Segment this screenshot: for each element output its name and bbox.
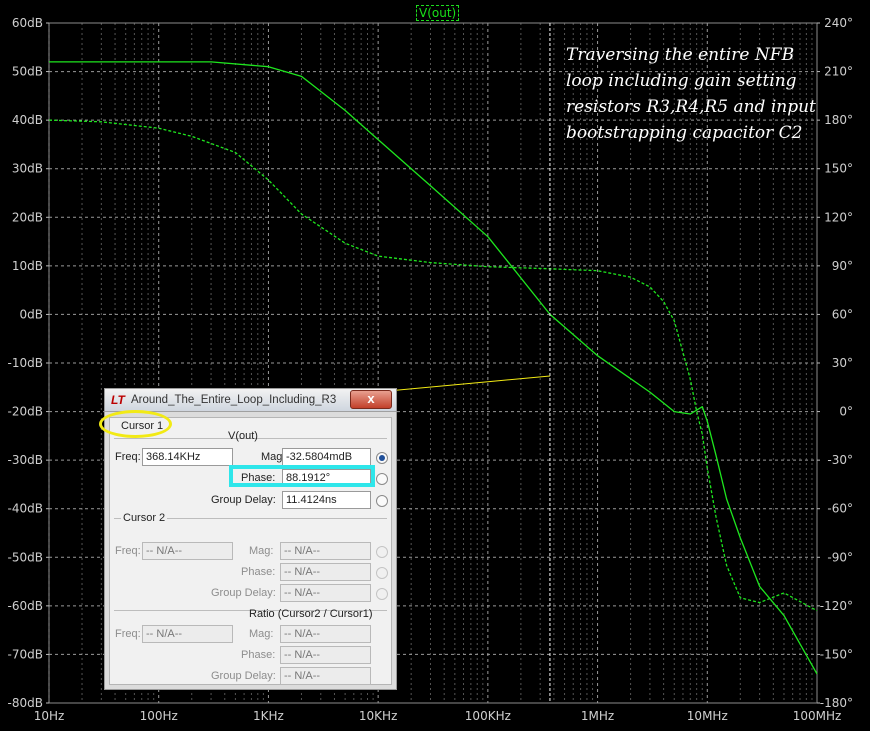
y-right-tick-label: 60° xyxy=(832,307,853,321)
dialog-title: Around_The_Entire_Loop_Including_R3 xyxy=(131,394,337,406)
cursor2-mag-field[interactable]: -- N/A-- xyxy=(280,542,371,560)
y-left-tick-label: -60dB xyxy=(8,599,43,613)
cursor2-mag-radio[interactable] xyxy=(376,546,388,558)
y-left-tick-label: -10dB xyxy=(8,356,43,370)
y-right-tick-label: -150° xyxy=(820,647,853,661)
ratio-freq-field[interactable]: -- N/A-- xyxy=(142,625,233,643)
y-right-tick-label: 90° xyxy=(832,259,853,273)
y-left-tick-label: -40dB xyxy=(8,502,43,516)
lt-logo-icon: LT xyxy=(111,393,125,407)
cursor1-mag-label: Mag: xyxy=(261,451,286,463)
y-left-tick-label: 30dB xyxy=(12,162,43,176)
y-left-tick-label: 10dB xyxy=(12,259,43,273)
cursor2-group-delay-label: Group Delay: xyxy=(211,587,276,599)
cursor2-phase-label: Phase: xyxy=(241,566,276,578)
cursor1-mag-radio[interactable] xyxy=(376,452,388,464)
ratio-freq-label: Freq: xyxy=(115,628,141,640)
annotation-text: Traversing the entire NFB loop including… xyxy=(566,42,856,146)
y-left-tick-label: -20dB xyxy=(8,405,43,419)
annotation-line: Traversing the entire NFB xyxy=(566,45,795,65)
x-tick-label: 10Hz xyxy=(34,709,65,723)
x-tick-label: 100Hz xyxy=(140,709,178,723)
y-right-tick-label: -180° xyxy=(820,696,853,710)
ratio-group-label: Ratio (Cursor2 / Cursor1) xyxy=(249,608,373,620)
y-right-tick-label: 150° xyxy=(824,162,853,176)
grid xyxy=(48,23,817,703)
cursor1-freq-label: Freq: xyxy=(115,451,141,463)
group-divider xyxy=(114,610,387,611)
group-divider xyxy=(114,518,387,519)
cursor1-group-delay-field[interactable]: 11.4124ns xyxy=(282,491,371,509)
cursor2-mag-label: Mag: xyxy=(249,545,274,557)
cursor2-freq-label: Freq: xyxy=(115,545,141,557)
ratio-mag-field[interactable]: -- N/A-- xyxy=(280,625,371,643)
x-tick-label: 10KHz xyxy=(359,709,397,723)
cursor1-phase-radio[interactable] xyxy=(376,473,388,485)
y-right-tick-label: 120° xyxy=(824,210,853,224)
phase-trace xyxy=(48,119,818,612)
cursor1-trace-label: V(out) xyxy=(228,430,258,442)
magnitude-trace xyxy=(49,61,818,675)
cursor2-phase-radio[interactable] xyxy=(376,567,388,579)
annotation-line: loop including gain setting xyxy=(566,71,797,91)
y-right-tick-label: -60° xyxy=(827,502,853,516)
ratio-mag-label: Mag: xyxy=(249,628,274,640)
axis-ticks: 60dB 50dB 40dB 30dB 20dB 10dB 0dB -10dB -20dB -30… xyxy=(8,16,853,723)
ratio-group-delay-field[interactable]: -- N/A-- xyxy=(280,667,371,685)
y-right-tick-label: -30° xyxy=(827,453,853,467)
x-tick-label: 100KHz xyxy=(465,709,511,723)
trace-title[interactable]: V(out) xyxy=(416,5,460,21)
traces xyxy=(48,61,818,675)
cursor1-freq-field[interactable]: 368.14KHz xyxy=(142,448,233,466)
cursor-dialog[interactable]: LT Around_The_Entire_Loop_Including_R3 x… xyxy=(104,388,397,690)
cursor1-group-delay-radio[interactable] xyxy=(376,495,388,507)
ratio-group-delay-label: Group Delay: xyxy=(211,670,276,682)
dialog-body: Cursor 1 V(out) Freq: 368.14KHz Mag: -32… xyxy=(109,417,392,685)
cursor1-phase-label: Phase: xyxy=(241,472,276,484)
y-right-tick-label: -120° xyxy=(820,599,853,613)
cursor2-group-label: Cursor 2 xyxy=(121,512,168,524)
y-left-tick-label: -80dB xyxy=(8,696,43,710)
y-left-tick-label: 60dB xyxy=(12,16,43,30)
y-right-tick-label: 0° xyxy=(839,405,853,419)
x-tick-label: 100MHz xyxy=(793,709,842,723)
y-left-tick-label: -50dB xyxy=(8,550,43,564)
x-tick-label: 10MHz xyxy=(687,709,728,723)
ratio-phase-field[interactable]: -- N/A-- xyxy=(280,646,371,664)
y-right-tick-label: 180° xyxy=(824,113,853,127)
annotation-line: bootstrapping capacitor C2 xyxy=(566,123,803,143)
x-tick-label: 1MHz xyxy=(581,709,614,723)
y-right-tick-label: 30° xyxy=(832,356,853,370)
phase-highlight-box xyxy=(229,465,375,487)
y-right-tick-label: -90° xyxy=(827,550,853,564)
cursor2-freq-field[interactable]: -- N/A-- xyxy=(142,542,233,560)
y-left-tick-label: 20dB xyxy=(12,210,43,224)
cursor1-highlight-ellipse xyxy=(99,410,172,438)
cursor1-group-delay-label: Group Delay: xyxy=(211,494,276,506)
cursor2-phase-field[interactable]: -- N/A-- xyxy=(280,563,371,581)
cursor2-group-delay-field[interactable]: -- N/A-- xyxy=(280,584,371,602)
close-button[interactable]: x xyxy=(350,390,392,409)
y-left-tick-label: -70dB xyxy=(8,647,43,661)
y-right-tick-label: 240° xyxy=(824,16,853,30)
dialog-titlebar[interactable]: LT Around_The_Entire_Loop_Including_R3 x xyxy=(105,389,396,412)
y-right-tick-label: 210° xyxy=(824,65,853,79)
x-tick-label: 1KHz xyxy=(253,709,284,723)
y-left-tick-label: 40dB xyxy=(12,113,43,127)
group-divider xyxy=(114,438,387,439)
annotation-line: resistors R3,R4,R5 and input xyxy=(566,97,816,117)
y-left-tick-label: 50dB xyxy=(12,65,43,79)
ratio-phase-label: Phase: xyxy=(241,649,276,661)
y-left-tick-label: 0dB xyxy=(20,307,43,321)
cursor1-mag-field[interactable]: -32.5804mdB xyxy=(282,448,371,466)
y-left-tick-label: -30dB xyxy=(8,453,43,467)
cursor2-group-delay-radio[interactable] xyxy=(376,588,388,600)
